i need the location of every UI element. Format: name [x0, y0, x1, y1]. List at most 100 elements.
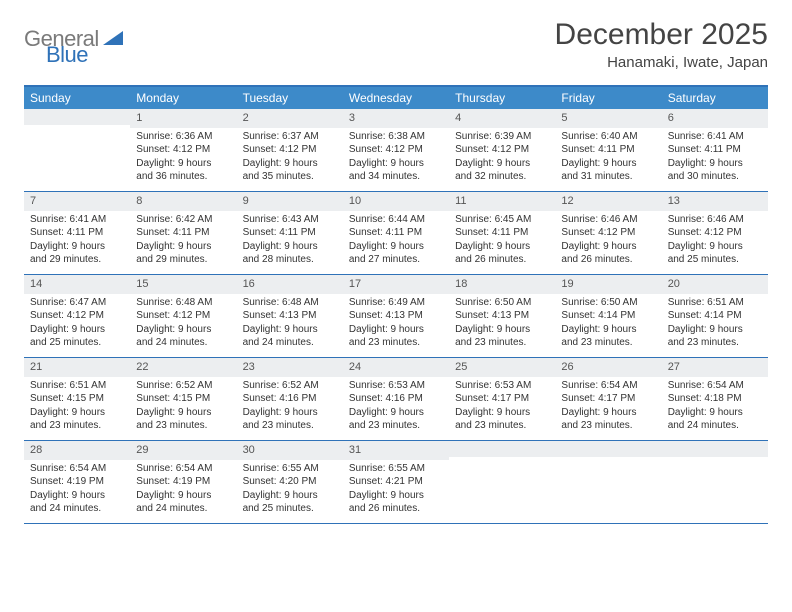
month-title: December 2025 [555, 18, 768, 52]
location: Hanamaki, Iwate, Japan [555, 54, 768, 71]
day-line: Sunset: 4:19 PM [136, 475, 230, 489]
day-number: 29 [130, 441, 236, 460]
day-line: Sunset: 4:15 PM [136, 392, 230, 406]
day-number: 11 [449, 192, 555, 211]
day-line: and 23 minutes. [243, 419, 337, 433]
day-23: 23Sunrise: 6:52 AMSunset: 4:16 PMDayligh… [237, 358, 343, 440]
day-line: Sunrise: 6:53 AM [349, 379, 443, 393]
day-2: 2Sunrise: 6:37 AMSunset: 4:12 PMDaylight… [237, 109, 343, 191]
day-number: 6 [662, 109, 768, 128]
day-17: 17Sunrise: 6:49 AMSunset: 4:13 PMDayligh… [343, 275, 449, 357]
day-line: Daylight: 9 hours [561, 406, 655, 420]
day-line: and 24 minutes. [243, 336, 337, 350]
day-line: Sunset: 4:11 PM [668, 143, 762, 157]
day-number: 19 [555, 275, 661, 294]
day-27: 27Sunrise: 6:54 AMSunset: 4:18 PMDayligh… [662, 358, 768, 440]
day-number: 22 [130, 358, 236, 377]
day-line: Sunrise: 6:42 AM [136, 213, 230, 227]
day-line: Sunset: 4:17 PM [455, 392, 549, 406]
day-line: and 26 minutes. [349, 502, 443, 516]
weekday-friday: Friday [555, 87, 661, 109]
day-body: Sunrise: 6:49 AMSunset: 4:13 PMDaylight:… [343, 294, 449, 350]
day-15: 15Sunrise: 6:48 AMSunset: 4:12 PMDayligh… [130, 275, 236, 357]
day-number: 28 [24, 441, 130, 460]
weekday-wednesday: Wednesday [343, 87, 449, 109]
day-line: Sunset: 4:11 PM [349, 226, 443, 240]
day-8: 8Sunrise: 6:42 AMSunset: 4:11 PMDaylight… [130, 192, 236, 274]
day-body: Sunrise: 6:42 AMSunset: 4:11 PMDaylight:… [130, 211, 236, 267]
day-line: Sunrise: 6:43 AM [243, 213, 337, 227]
day-9: 9Sunrise: 6:43 AMSunset: 4:11 PMDaylight… [237, 192, 343, 274]
day-body: Sunrise: 6:46 AMSunset: 4:12 PMDaylight:… [662, 211, 768, 267]
day-number: 23 [237, 358, 343, 377]
day-line: Sunset: 4:12 PM [349, 143, 443, 157]
day-body: Sunrise: 6:40 AMSunset: 4:11 PMDaylight:… [555, 128, 661, 184]
day-number: 15 [130, 275, 236, 294]
day-body: Sunrise: 6:51 AMSunset: 4:14 PMDaylight:… [662, 294, 768, 350]
day-line: and 36 minutes. [136, 170, 230, 184]
day-line: Sunrise: 6:46 AM [561, 213, 655, 227]
day-number: 5 [555, 109, 661, 128]
day-4: 4Sunrise: 6:39 AMSunset: 4:12 PMDaylight… [449, 109, 555, 191]
day-line: Daylight: 9 hours [136, 157, 230, 171]
day-line: Sunrise: 6:50 AM [455, 296, 549, 310]
day-line: Sunset: 4:12 PM [136, 143, 230, 157]
day-line: Daylight: 9 hours [30, 489, 124, 503]
day-line: and 23 minutes. [561, 336, 655, 350]
day-line: Sunrise: 6:50 AM [561, 296, 655, 310]
day-body: Sunrise: 6:45 AMSunset: 4:11 PMDaylight:… [449, 211, 555, 267]
day-number: 10 [343, 192, 449, 211]
day-body: Sunrise: 6:55 AMSunset: 4:21 PMDaylight:… [343, 460, 449, 516]
day-line: Sunrise: 6:51 AM [30, 379, 124, 393]
day-line: and 23 minutes. [30, 419, 124, 433]
day-line: Sunset: 4:12 PM [668, 226, 762, 240]
day-3: 3Sunrise: 6:38 AMSunset: 4:12 PMDaylight… [343, 109, 449, 191]
day-line: and 24 minutes. [136, 502, 230, 516]
day-line: Sunset: 4:15 PM [30, 392, 124, 406]
day-line: Daylight: 9 hours [30, 406, 124, 420]
day-number: 4 [449, 109, 555, 128]
day-body: Sunrise: 6:48 AMSunset: 4:13 PMDaylight:… [237, 294, 343, 350]
day-line: Sunset: 4:12 PM [561, 226, 655, 240]
day-13: 13Sunrise: 6:46 AMSunset: 4:12 PMDayligh… [662, 192, 768, 274]
day-line: Daylight: 9 hours [455, 323, 549, 337]
day-line: Daylight: 9 hours [349, 240, 443, 254]
day-line: Sunrise: 6:40 AM [561, 130, 655, 144]
week-row: 21Sunrise: 6:51 AMSunset: 4:15 PMDayligh… [24, 358, 768, 441]
day-number: 8 [130, 192, 236, 211]
week-row: 14Sunrise: 6:47 AMSunset: 4:12 PMDayligh… [24, 275, 768, 358]
day-empty [449, 441, 555, 523]
day-20: 20Sunrise: 6:51 AMSunset: 4:14 PMDayligh… [662, 275, 768, 357]
day-number: 2 [237, 109, 343, 128]
day-line: Daylight: 9 hours [243, 157, 337, 171]
day-line: Sunset: 4:13 PM [455, 309, 549, 323]
day-line: Sunset: 4:13 PM [243, 309, 337, 323]
day-body: Sunrise: 6:53 AMSunset: 4:16 PMDaylight:… [343, 377, 449, 433]
day-line: and 25 minutes. [243, 502, 337, 516]
day-number [555, 441, 661, 457]
day-body: Sunrise: 6:48 AMSunset: 4:12 PMDaylight:… [130, 294, 236, 350]
day-body: Sunrise: 6:54 AMSunset: 4:19 PMDaylight:… [24, 460, 130, 516]
day-body: Sunrise: 6:37 AMSunset: 4:12 PMDaylight:… [237, 128, 343, 184]
day-line: Sunrise: 6:54 AM [136, 462, 230, 476]
day-number: 24 [343, 358, 449, 377]
day-line: Daylight: 9 hours [349, 489, 443, 503]
day-line: Sunset: 4:17 PM [561, 392, 655, 406]
day-line: and 27 minutes. [349, 253, 443, 267]
day-11: 11Sunrise: 6:45 AMSunset: 4:11 PMDayligh… [449, 192, 555, 274]
day-line: Sunrise: 6:39 AM [455, 130, 549, 144]
day-line: Sunset: 4:20 PM [243, 475, 337, 489]
day-line: Daylight: 9 hours [349, 323, 443, 337]
day-line: Daylight: 9 hours [136, 406, 230, 420]
day-line: Daylight: 9 hours [30, 323, 124, 337]
day-line: and 23 minutes. [455, 336, 549, 350]
day-line: Daylight: 9 hours [349, 157, 443, 171]
day-line: and 23 minutes. [349, 419, 443, 433]
day-line: Sunrise: 6:41 AM [30, 213, 124, 227]
day-line: Sunrise: 6:53 AM [455, 379, 549, 393]
day-body: Sunrise: 6:55 AMSunset: 4:20 PMDaylight:… [237, 460, 343, 516]
day-line: Sunrise: 6:52 AM [136, 379, 230, 393]
calendar: SundayMondayTuesdayWednesdayThursdayFrid… [24, 85, 768, 524]
day-line: and 28 minutes. [243, 253, 337, 267]
week-row: 7Sunrise: 6:41 AMSunset: 4:11 PMDaylight… [24, 192, 768, 275]
